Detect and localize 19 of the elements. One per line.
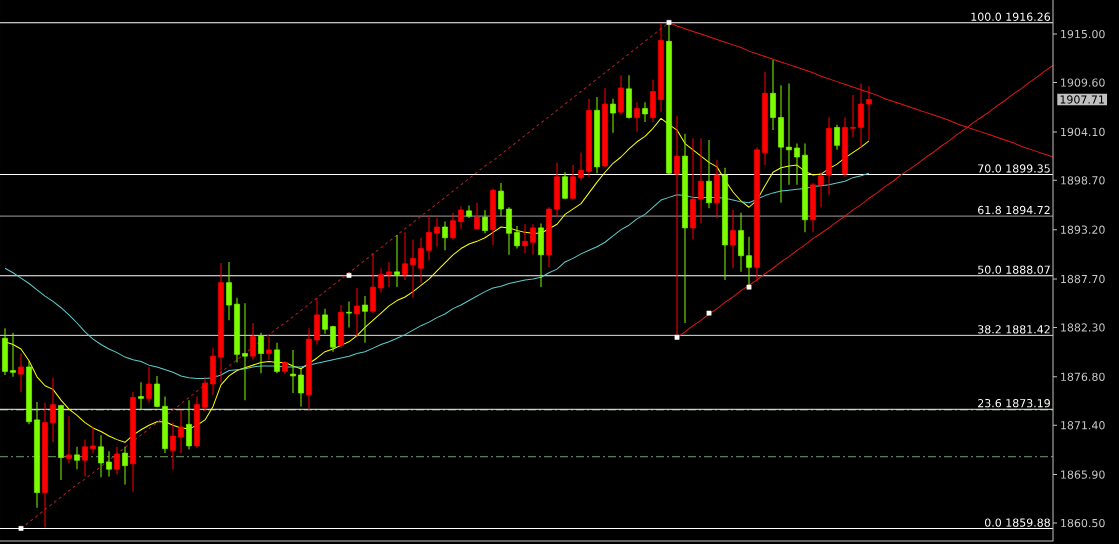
ref-line-label: 0.0 1859.88 bbox=[985, 518, 1050, 527]
ref-line-label: 23.6 1873.19 bbox=[978, 399, 1050, 408]
ref-line-label: 61.8 1894.72 bbox=[978, 205, 1050, 215]
ref-line-label: 50.0 1888.07 bbox=[978, 265, 1050, 274]
y-tick-label: 1887.70 bbox=[1061, 274, 1105, 284]
text: 1907.71 bbox=[1060, 95, 1104, 104]
ref-line-label: 100.0 1916.26 bbox=[971, 12, 1051, 21]
ref-line-label: 38.2 1881.42 bbox=[978, 325, 1050, 334]
ref-line-label: 70.0 1899.35 bbox=[978, 164, 1050, 173]
y-tick-label: 1909.60 bbox=[1061, 78, 1105, 87]
y-tick-label: 1893.20 bbox=[1061, 225, 1105, 234]
y-tick-label: 1898.70 bbox=[1061, 176, 1105, 185]
y-tick-label: 1904.10 bbox=[1061, 127, 1105, 137]
y-tick-label: 1882.30 bbox=[1061, 323, 1105, 332]
y-tick-label: 1871.40 bbox=[1061, 421, 1105, 430]
y-tick-label: 1865.90 bbox=[1061, 470, 1105, 479]
y-tick-label: 1876.80 bbox=[1061, 372, 1105, 381]
y-tick-label: 1860.50 bbox=[1061, 518, 1105, 528]
y-tick-label: 1915.00 bbox=[1061, 29, 1105, 39]
